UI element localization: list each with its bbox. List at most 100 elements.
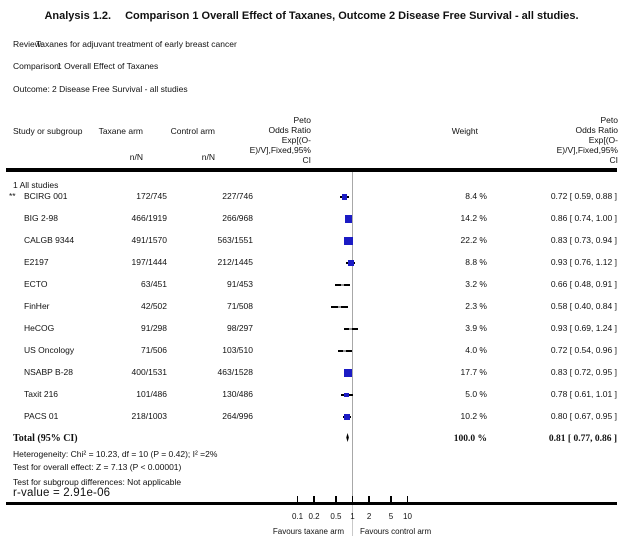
weight-value: 22.2 %	[460, 235, 487, 245]
taxane-nn-value: 172/745	[136, 191, 167, 201]
tick-mark	[368, 496, 370, 502]
taxane-nn-value: 400/1531	[131, 367, 167, 377]
table-row: ** BCIRG 001 172/745 227/746 8.4 % 0.72 [ 0.5…	[0, 191, 623, 203]
taxane-nn-value: 466/1919	[131, 213, 167, 223]
tick-label: 0.1	[291, 512, 304, 521]
study-name: E2197	[24, 257, 49, 267]
table-row: PACS 01 218/1003 264/996 10.2 % 0.80 [ 0.67,…	[0, 411, 623, 423]
null-effect-line	[352, 171, 354, 502]
effect-marker	[343, 236, 353, 246]
analysis-number: Analysis 1.2.	[44, 10, 112, 22]
study-name: HeCOG	[24, 323, 55, 333]
taxane-nn-value: 42/502	[141, 301, 167, 311]
taxane-nn-value: 101/486	[136, 389, 167, 399]
analysis-description: Comparison 1 Overall Effect of Taxanes, …	[125, 10, 579, 22]
table-row: CALGB 9344 491/1570 563/1551 22.2 % 0.83 [ 0…	[0, 235, 623, 247]
heterogeneity-text: Heterogeneity: Chi² = 10.23, df = 10 (P …	[13, 449, 218, 459]
header-rule	[6, 168, 617, 172]
col-header-study: Study or subgroup	[13, 126, 83, 136]
weight-value: 3.2 %	[465, 279, 487, 289]
review-label: Review:	[13, 39, 44, 49]
weight-value: 4.0 %	[465, 345, 487, 355]
control-nn-value: 98/297	[227, 323, 253, 333]
control-nn-value: 227/746	[222, 191, 253, 201]
effect-marker	[344, 369, 353, 377]
study-name: Taxit 216	[24, 389, 59, 399]
tick-label: 10	[403, 512, 412, 521]
or-ci-value: 0.72 [ 0.54, 0.96 ]	[550, 345, 617, 355]
study-name: ECTO	[24, 279, 48, 289]
favours-right-label: Favours control arm	[360, 527, 432, 536]
effect-marker	[344, 413, 351, 421]
subgroup-differences-text: Test for subgroup differences: Not appli…	[13, 477, 182, 487]
col-header-taxane-nn: n/N	[129, 152, 143, 162]
effect-marker	[347, 260, 354, 266]
effect-marker	[345, 215, 353, 223]
weight-value: 8.8 %	[465, 257, 487, 267]
table-row: Taxit 216 101/486 130/486 5.0 % 0.78 [ 0.61,…	[0, 389, 623, 401]
weight-value: 3.9 %	[465, 323, 487, 333]
table-row: ECTO 63/451 91/453 3.2 % 0.66 [ 0.48, 0.91 ]	[0, 279, 623, 291]
overall-effect-text: Test for overall effect: Z = 7.13 (P < 0…	[13, 462, 182, 472]
or-ci-value: 0.66 [ 0.48, 0.91 ]	[550, 279, 617, 289]
weight-value: 2.3 %	[465, 301, 487, 311]
total-label: Total (95% CI)	[13, 433, 78, 444]
weight-value: 14.2 %	[460, 213, 487, 223]
weight-value: 8.4 %	[465, 191, 487, 201]
or-ci-value: 0.83 [ 0.73, 0.94 ]	[550, 235, 617, 245]
effect-marker	[344, 392, 349, 398]
control-nn-value: 463/1528	[217, 367, 253, 377]
tick-mark	[313, 496, 315, 502]
or-ci-value: 0.80 [ 0.67, 0.95 ]	[550, 411, 617, 421]
tick-mark	[296, 496, 299, 502]
review-value: Taxanes for adjuvant treatment of early …	[36, 39, 237, 49]
tick-label: 0.2	[308, 512, 320, 521]
control-nn-value: 130/486	[222, 389, 253, 399]
tick-mark	[390, 496, 392, 502]
study-name: US Oncology	[24, 345, 75, 355]
study-name: FinHer	[24, 301, 50, 311]
taxane-nn-value: 218/1003	[131, 411, 167, 421]
control-nn-value: 266/968	[222, 213, 253, 223]
control-nn-value: 264/996	[222, 411, 253, 421]
tick-mark	[406, 496, 409, 502]
col-header-or-left: Peto Odds Ratio Exp[(O- E)/V],Fixed,95% …	[249, 115, 311, 165]
tick-label: 2	[366, 512, 372, 521]
study-name: BCIRG 001	[24, 191, 68, 201]
taxane-nn-value: 91/298	[141, 323, 167, 333]
tick-mark	[335, 496, 337, 502]
comparison-value: 1 Overall Effect of Taxanes	[57, 61, 159, 71]
effect-marker	[343, 349, 346, 353]
control-nn-value: 91/453	[227, 279, 253, 289]
control-nn-value: 103/510	[222, 345, 253, 355]
outcome-value: 2 Disease Free Survival - all studies	[52, 84, 188, 94]
effect-marker	[349, 327, 353, 331]
favours-left-label: Favours taxane arm	[272, 527, 344, 536]
col-header-taxane: Taxane arm	[98, 126, 143, 136]
table-row: HeCOG 91/298 98/297 3.9 % 0.93 [ 0.69, 1.24 …	[0, 323, 623, 335]
tick-label: 5	[388, 512, 394, 521]
col-header-control-nn: n/N	[201, 152, 215, 162]
col-header-weight: Weight	[451, 126, 478, 136]
r-value-annotation: r-value = 2.91e-06	[13, 487, 111, 499]
total-or: 0.81 [ 0.77, 0.86 ]	[548, 434, 617, 444]
or-ci-value: 0.58 [ 0.40, 0.84 ]	[550, 301, 617, 311]
weight-value: 5.0 %	[465, 389, 487, 399]
table-row: BIG 2-98 466/1919 266/968 14.2 % 0.86 [ 0.74…	[0, 213, 623, 225]
taxane-nn-value: 71/506	[141, 345, 167, 355]
control-nn-value: 563/1551	[217, 235, 253, 245]
null-effect-line-lower	[352, 505, 354, 536]
weight-value: 10.2 %	[460, 411, 487, 421]
or-ci-value: 0.72 [ 0.59, 0.88 ]	[550, 191, 617, 201]
effect-marker	[338, 305, 341, 309]
subgroup-header: 1 All studies	[13, 180, 59, 190]
study-name: CALGB 9344	[24, 235, 75, 245]
table-row: FinHer 42/502 71/508 2.3 % 0.58 [ 0.40, 0.84…	[0, 301, 623, 313]
study-name: BIG 2-98	[24, 213, 59, 223]
bottom-rule	[6, 501, 617, 505]
tick-label: 0.5	[330, 512, 342, 521]
col-header-control: Control arm	[170, 126, 215, 136]
effect-marker	[341, 194, 348, 200]
page-title: Analysis 1.2. Comparison 1 Overall Effect…	[0, 10, 623, 22]
